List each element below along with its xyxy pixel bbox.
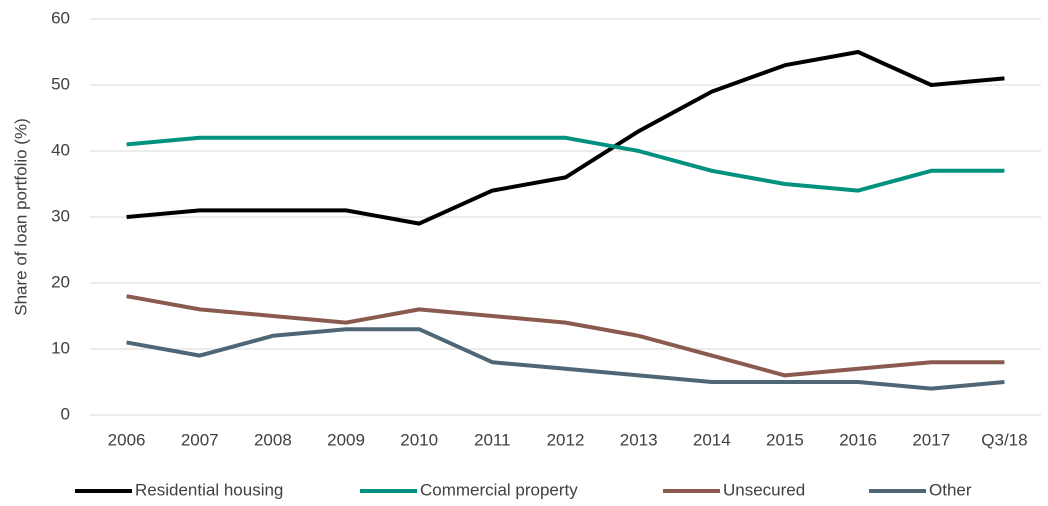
data-line (126, 327, 1005, 391)
y-axis-label: Share of loan portfolio (%) (11, 118, 30, 316)
x-tick-label: 2009 (327, 430, 365, 449)
y-tick-label: 20 (51, 272, 70, 291)
x-tick-label: 2012 (547, 430, 585, 449)
legend-label: Unsecured (723, 480, 805, 499)
y-tick-label: 50 (51, 74, 70, 93)
x-tick-label: 2006 (108, 430, 146, 449)
y-tick-label: 30 (51, 206, 70, 225)
x-tick-label: 2015 (766, 430, 804, 449)
y-tick-label: 60 (51, 8, 70, 27)
data-line (126, 135, 1005, 193)
y-tick-label: 40 (51, 140, 70, 159)
legend-label: Commercial property (420, 480, 578, 499)
y-tick-label: 0 (61, 404, 70, 423)
y-tick-label: 10 (51, 338, 70, 357)
data-line (126, 50, 1005, 226)
x-tick-label: 2010 (400, 430, 438, 449)
x-tick-label: 2017 (912, 430, 950, 449)
legend-label: Other (929, 480, 972, 499)
data-line (126, 294, 1005, 378)
x-tick-label: Q3/18 (981, 430, 1027, 449)
x-tick-label: 2011 (474, 430, 511, 449)
x-tick-label: 2007 (181, 430, 219, 449)
x-tick-label: 2016 (839, 430, 877, 449)
x-tick-label: 2008 (254, 430, 292, 449)
x-tick-label: 2013 (620, 430, 658, 449)
x-tick-label: 2014 (693, 430, 731, 449)
legend-label: Residential housing (135, 480, 283, 499)
